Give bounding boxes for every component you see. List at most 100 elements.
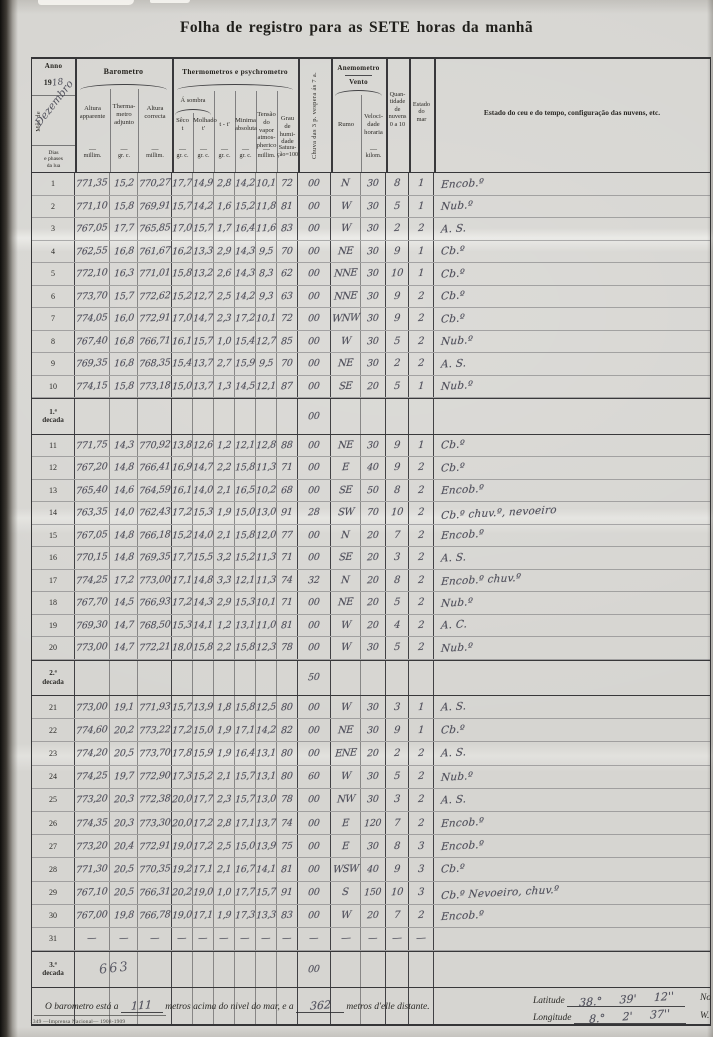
cell-tensao: 12,3 bbox=[256, 637, 277, 659]
header-divider bbox=[331, 59, 333, 172]
cell-text: 2 bbox=[393, 223, 401, 235]
cell-text: — bbox=[198, 933, 208, 945]
cell-text: 30 bbox=[366, 770, 380, 783]
cell-estado-ceu: Encob.º bbox=[434, 480, 710, 502]
cell-text: — bbox=[309, 933, 319, 945]
cell-text: 2,2 bbox=[216, 641, 232, 654]
cell-text: 10,1 bbox=[255, 312, 277, 325]
cell-estado-mar: 2 bbox=[409, 308, 434, 330]
cell-text: A. C. bbox=[440, 618, 468, 632]
cell-estado-mar: 2 bbox=[409, 811, 434, 835]
cell-altura-correcta: 773,18 bbox=[138, 375, 172, 397]
cell-molhado bbox=[193, 399, 214, 434]
cell-seco: 17,8 bbox=[172, 742, 193, 765]
latitude-line: Latitude 38.° 39' 12'' bbox=[533, 990, 686, 1009]
table-row: 3 767,05 17,7 765,85 17,0 15,7 1,7 16,4 … bbox=[32, 218, 710, 241]
cell-nuvens: 3 bbox=[386, 788, 409, 811]
cell-estado-mar: 2 bbox=[409, 592, 434, 614]
cell-minima: 15,4 bbox=[235, 330, 256, 352]
latitude-edge-text: No bbox=[700, 993, 712, 1003]
cell-molhado: 15,5 bbox=[193, 547, 214, 569]
cell-text: 17,3 bbox=[234, 909, 256, 922]
cell-text: 00 bbox=[307, 245, 321, 258]
cell-estado-mar: 2 bbox=[409, 330, 434, 352]
cell-text: 2,8 bbox=[216, 177, 232, 190]
cell-text: — bbox=[87, 933, 97, 945]
cell-estado-ceu: Nub.º bbox=[434, 196, 710, 218]
cell-text: 78 bbox=[280, 794, 294, 806]
cell-text: 3 bbox=[393, 552, 401, 564]
cell-altura-correcta: 770,92 bbox=[138, 434, 172, 456]
cell-thermometro-adjunto: 14,0 bbox=[110, 502, 138, 524]
cell-text: 2 bbox=[417, 484, 425, 496]
cell-altura-apparente: 774,25 bbox=[75, 765, 110, 788]
cell-molhado: 15,8 bbox=[193, 637, 214, 659]
register-table: Anno 1918 Mês de Dezembro Dias e phases … bbox=[31, 57, 711, 1026]
unit-dash: — bbox=[151, 145, 159, 153]
cell-molhado: 15,7 bbox=[193, 330, 214, 352]
cell-text: 15,7 bbox=[234, 770, 256, 783]
cell-velocidade bbox=[361, 660, 386, 695]
cell-text: 17,0 bbox=[171, 222, 193, 235]
cell-grau-humidade: 80 bbox=[277, 765, 298, 788]
cell-text: 2 bbox=[417, 290, 425, 302]
cell-minima: 15,9 bbox=[235, 353, 256, 375]
cell-text: 14,0 bbox=[113, 506, 134, 519]
cell-estado-ceu: Nub.º bbox=[434, 376, 710, 398]
table-row: 15 767,05 14,8 766,18 15,2 14,0 2,1 15,8… bbox=[32, 524, 710, 547]
day-number: 18 bbox=[49, 598, 57, 608]
cell-text: 81 bbox=[280, 863, 294, 876]
cell-text: 15,3 bbox=[192, 506, 214, 519]
cell-text: 773,22 bbox=[138, 723, 171, 737]
cell-thermometro-adjunto: — bbox=[110, 927, 138, 951]
cell-text: 13,1 bbox=[255, 747, 277, 760]
cell-text: 14,6 bbox=[113, 484, 134, 497]
cell-text: 766,71 bbox=[138, 334, 171, 348]
cell-velocidade: 20 bbox=[361, 904, 386, 927]
col-nuvens: Quan- tidade de nuvens 0 a 10 bbox=[388, 91, 407, 128]
cell-text: 20 bbox=[366, 619, 380, 632]
table-row: 2.ª decada 50 bbox=[32, 659, 710, 696]
cell-nuvens: 9 bbox=[386, 719, 409, 742]
cell-text: 16,8 bbox=[113, 335, 134, 348]
cell-text: Encob.º bbox=[440, 839, 485, 854]
cell-chuva: 00 bbox=[298, 858, 331, 881]
cell-text: 10,2 bbox=[255, 484, 277, 497]
cell-rumo: NE bbox=[331, 240, 361, 262]
header-divider bbox=[235, 91, 236, 172]
cell-day: 19 bbox=[32, 614, 75, 636]
cell-text: 1 bbox=[417, 200, 425, 212]
cell-text: Nub.º bbox=[440, 769, 474, 784]
cell-text: 60 bbox=[307, 770, 321, 783]
cell-text: 10 bbox=[390, 267, 404, 280]
cell-text: 13,3 bbox=[192, 245, 214, 258]
col-altura-correcta: Altura correcta bbox=[144, 105, 166, 120]
cell-altura-apparente: 774,20 bbox=[75, 742, 110, 765]
cell-day: 12 bbox=[32, 457, 75, 479]
cell-text: 770,92 bbox=[138, 438, 171, 452]
cell-grau-humidade: 81 bbox=[277, 858, 298, 881]
cell-text: 1 bbox=[417, 245, 425, 257]
cell-text: Cb.º chuv.º, nevoeiro bbox=[440, 503, 558, 522]
cell-text: 15,8 bbox=[113, 380, 134, 393]
cell-day: 14 bbox=[32, 502, 75, 524]
cell-text: 2,1 bbox=[216, 484, 232, 497]
cell-chuva: 28 bbox=[298, 502, 331, 524]
cell-text: 00 bbox=[307, 817, 321, 829]
cell-altura-apparente: 774,25 bbox=[75, 569, 110, 591]
cell-text: 30 bbox=[366, 794, 380, 806]
cell-tensao: — bbox=[256, 927, 277, 951]
cell-rumo: W bbox=[331, 904, 361, 927]
day-number: 2.ª decada bbox=[42, 669, 64, 686]
cell-thermometro-adjunto: 19,1 bbox=[110, 696, 138, 719]
cell-molhado: 14,7 bbox=[193, 457, 214, 479]
cell-estado-ceu: A. S. bbox=[434, 218, 710, 240]
cell-t-minus-t: 2,5 bbox=[214, 285, 235, 307]
cell-chuva: 00 bbox=[298, 399, 331, 434]
cell-altura-correcta: 769,35 bbox=[138, 547, 172, 569]
cell-tensao: 13,0 bbox=[256, 788, 277, 811]
cell-grau-humidade: 88 bbox=[277, 434, 298, 456]
cell-chuva: 00 bbox=[298, 457, 331, 479]
distance-value: 362 bbox=[309, 998, 331, 1013]
cell-thermometro-adjunto: 20,4 bbox=[110, 835, 138, 858]
